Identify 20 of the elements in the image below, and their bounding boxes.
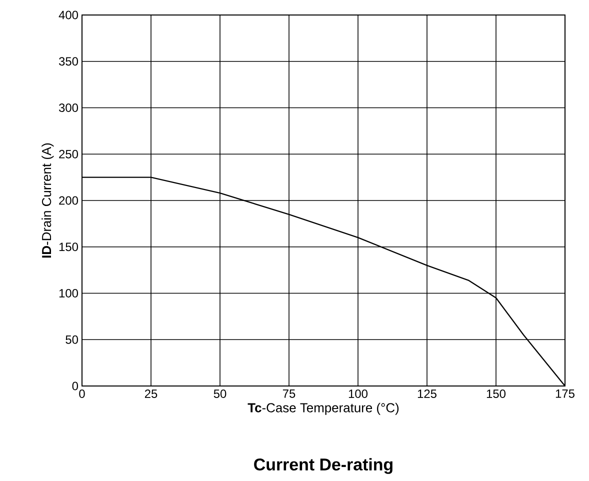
x-tick-label: 25 bbox=[144, 390, 158, 398]
x-tick-label: 50 bbox=[214, 390, 226, 398]
text: Current De-rating bbox=[254, 458, 392, 474]
y-tick-label: 350 bbox=[58, 57, 78, 66]
x-tick-label: 150 bbox=[486, 390, 506, 398]
y-tick-label: 300 bbox=[58, 104, 78, 112]
y-tick-label: 250 bbox=[59, 150, 78, 158]
x-tick-label: 175 bbox=[556, 390, 574, 398]
y-axis-title: ID-Drain Current (A) bbox=[42, 143, 54, 258]
y-tick-label: 50 bbox=[66, 335, 78, 344]
x-tick-label: 125 bbox=[418, 390, 436, 398]
y-tick-label: 0 bbox=[72, 382, 78, 390]
x-tick-label: 0 bbox=[79, 390, 85, 398]
x-tick-label: 75 bbox=[282, 390, 296, 398]
y-tick-label: 400 bbox=[58, 10, 78, 20]
y-tick-label: 200 bbox=[59, 196, 78, 205]
x-tick-label: 100 bbox=[348, 390, 368, 398]
y-tick-label: 150 bbox=[59, 242, 78, 252]
x-axis-title: Tc-Case Temperature (°C) bbox=[248, 402, 399, 415]
y-tick-label: 100 bbox=[59, 289, 78, 298]
